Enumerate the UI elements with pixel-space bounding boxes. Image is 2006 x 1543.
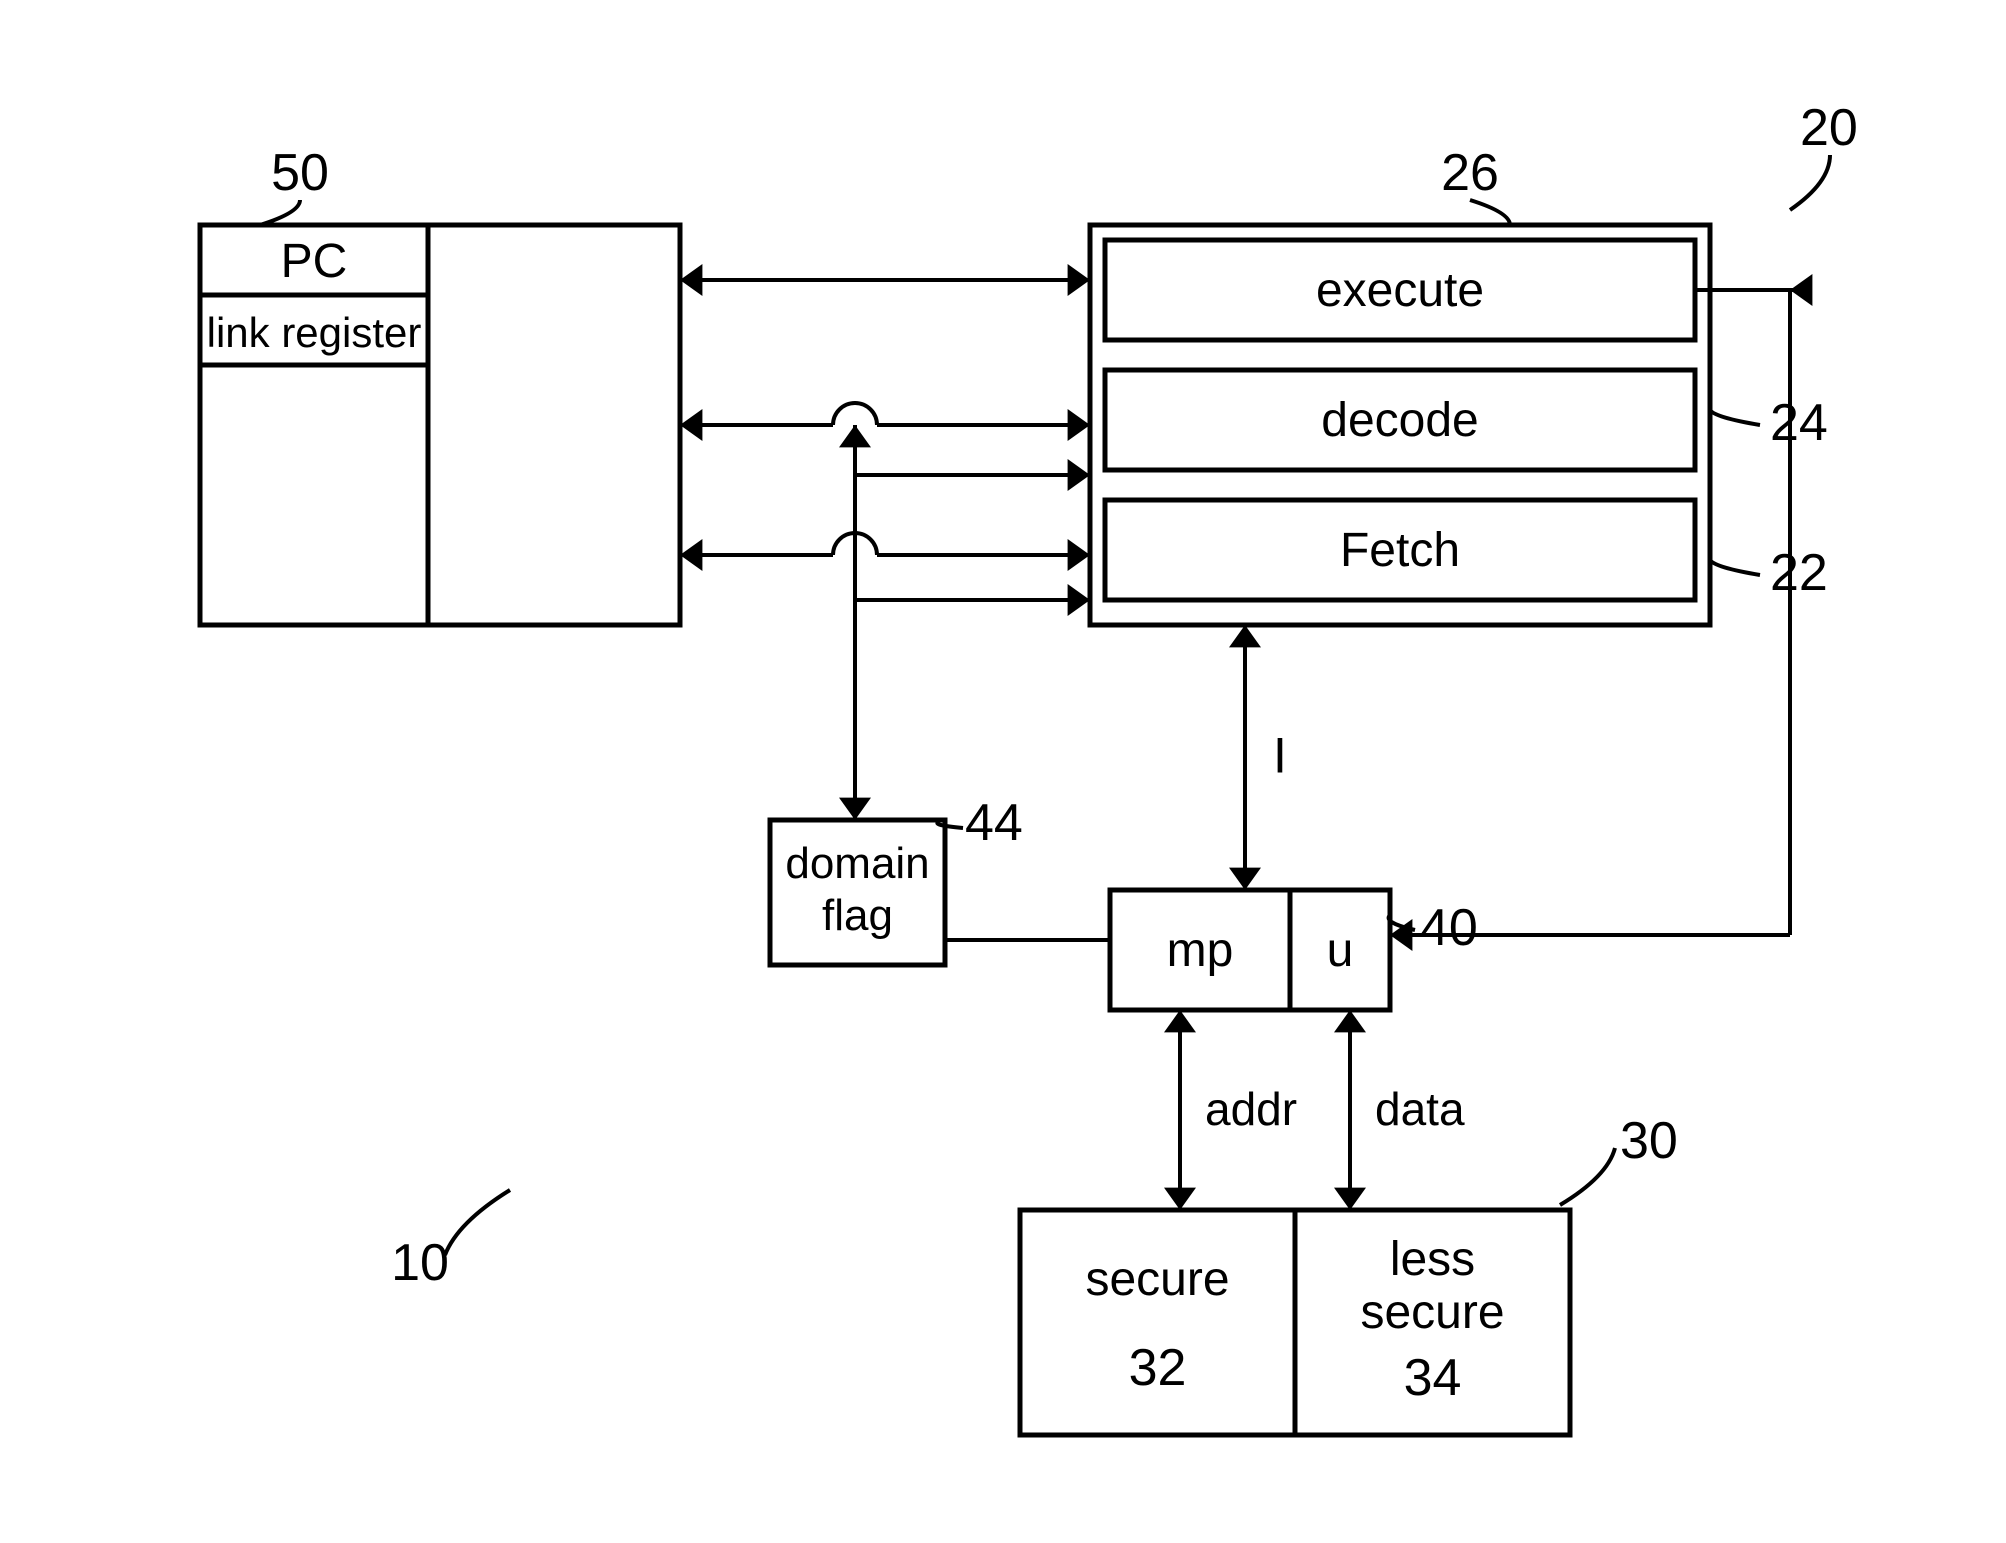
data-label: data [1375, 1083, 1465, 1135]
ref-22: 22 [1770, 544, 1828, 602]
ref-40: 40 [1420, 899, 1478, 957]
execute-label: execute [1316, 264, 1484, 317]
fetch-label: Fetch [1340, 524, 1460, 577]
pc-label: PC [281, 235, 348, 288]
decode-label: decode [1321, 394, 1478, 447]
ref-30: 30 [1620, 1112, 1678, 1170]
domain-flag-label-1: domain [785, 839, 929, 888]
register-file-box [200, 225, 680, 625]
addr-label: addr [1205, 1083, 1297, 1135]
I-label: I [1273, 728, 1287, 784]
u-label: u [1327, 924, 1354, 977]
domain-flag-label-2: flag [822, 891, 893, 940]
ref-10: 10 [391, 1234, 449, 1292]
less-label: less [1390, 1233, 1475, 1286]
mp-label: mp [1167, 924, 1234, 977]
ref-44: 44 [965, 794, 1023, 852]
ref-32: 32 [1129, 1339, 1187, 1397]
less-secure-label: secure [1360, 1286, 1504, 1339]
ref-34: 34 [1404, 1349, 1462, 1407]
ref-50: 50 [271, 144, 329, 202]
ref-20: 20 [1800, 99, 1858, 157]
ref-26: 26 [1441, 144, 1499, 202]
ref-24: 24 [1770, 394, 1828, 452]
link-register-label: link register [207, 309, 422, 356]
secure-label: secure [1085, 1253, 1229, 1306]
block-diagram: PC link register 50 execute decode Fetch 26 24 2… [0, 0, 2006, 1543]
